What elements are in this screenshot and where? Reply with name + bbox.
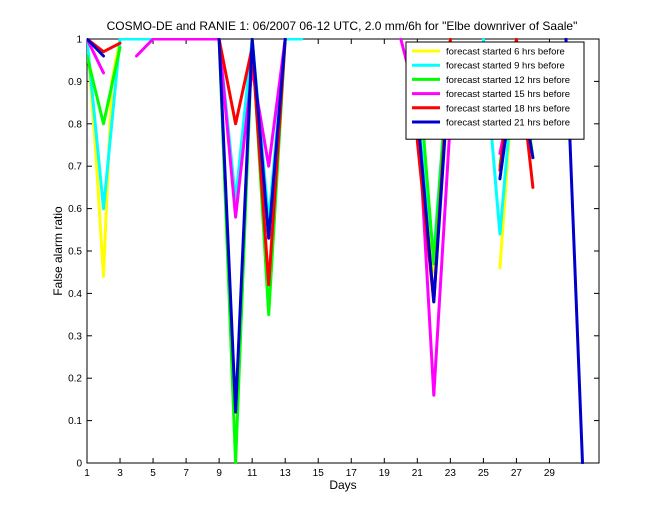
x-tick-label-4: 9 [216, 468, 222, 479]
series-line-5 [87, 38, 584, 464]
series-layer [87, 38, 584, 464]
y-tick-label-7: 0.7 [68, 162, 82, 173]
x-tick-label-6: 13 [280, 468, 292, 479]
y-tick-label-6: 0.6 [68, 204, 82, 215]
x-tick-label-8: 17 [346, 468, 358, 479]
x-tick-label-14: 29 [544, 468, 556, 479]
y-tick-label-4: 0.4 [68, 289, 82, 300]
y-tick-label-0: 0 [76, 459, 82, 470]
x-tick-label-11: 23 [445, 468, 457, 479]
x-tick-label-13: 27 [511, 468, 523, 479]
x-tick-label-5: 11 [247, 468, 258, 479]
x-tick-label-2: 5 [150, 468, 156, 479]
series-line-3 [87, 38, 535, 397]
x-tick-label-10: 21 [412, 468, 424, 479]
legend-label-5: forecast started 21 hrs before [446, 118, 570, 129]
legend-label-4: forecast started 18 hrs before [446, 103, 570, 114]
chart-title: COSMO-DE and RANIE 1: 06/2007 06-12 UTC,… [107, 19, 578, 33]
x-tick-label-12: 25 [478, 468, 490, 479]
x-tick-label-1: 3 [117, 468, 123, 479]
legend-label-0: forecast started 6 hrs before [446, 47, 565, 58]
y-tick-label-2: 0.2 [68, 374, 82, 385]
legend-label-2: forecast started 12 hrs before [446, 75, 570, 86]
x-tick-label-3: 7 [183, 468, 189, 479]
x-tick-label-0: 1 [84, 468, 90, 479]
x-tick-label-7: 15 [313, 468, 325, 479]
y-tick-label-10: 1 [76, 35, 82, 46]
y-tick-label-9: 0.9 [68, 77, 82, 88]
y-axis-label: False alarm ratio [51, 206, 65, 296]
y-tick-label-5: 0.5 [68, 247, 82, 258]
y-tick-label-3: 0.3 [68, 331, 82, 342]
y-tick-label-8: 0.8 [68, 119, 82, 130]
legend-label-1: forecast started 9 hrs before [446, 61, 565, 72]
x-tick-label-9: 19 [379, 468, 391, 479]
y-tick-label-1: 0.1 [68, 416, 82, 427]
x-axis-label: Days [329, 478, 356, 492]
legend-label-3: forecast started 15 hrs before [446, 89, 570, 100]
legend: forecast started 6 hrs before forecast st… [405, 41, 585, 140]
